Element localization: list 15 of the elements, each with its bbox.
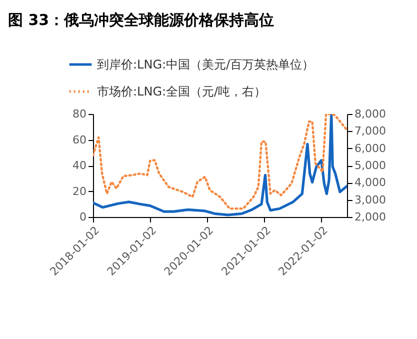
y2-tick-label: 7,000: [354, 124, 386, 138]
legend-label: 到岸价:LNG:中国（美元/百万英热单位）: [97, 58, 314, 72]
y-tick-label: 0: [80, 210, 86, 224]
y-tick-label: 40: [72, 159, 86, 172]
legend-label: 市场价:LNG:全国（元/吨，右）: [97, 84, 266, 98]
y-tick-label: 20: [72, 184, 86, 198]
y2-tick-label: 2,000: [354, 210, 386, 224]
chart-title: 图 33：俄乌冲突全球能源价格保持高位: [8, 11, 274, 29]
y2-tick-label: 3,000: [354, 193, 386, 206]
y2-tick-label: 8,000: [354, 108, 386, 120]
y-tick-label: 60: [72, 133, 86, 146]
y2-tick-label: 5,000: [354, 159, 386, 172]
y2-tick-label: 4,000: [354, 176, 386, 190]
y2-tick-label: 6,000: [354, 142, 386, 155]
y-tick-label: 80: [72, 108, 86, 120]
